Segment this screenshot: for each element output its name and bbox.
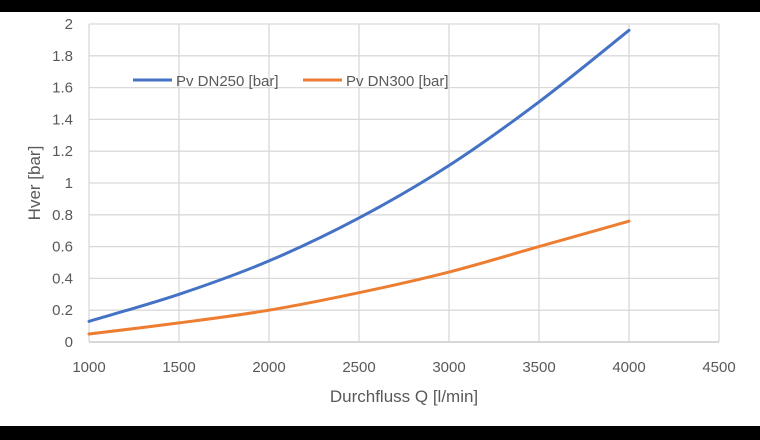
x-tick-label: 3500: [522, 359, 555, 376]
x-tick-label: 2500: [342, 359, 375, 376]
y-axis-ticks: 0 0.2 0.4 0.6 0.8 1 1.2 1.4 1.6 1.8 2: [52, 16, 73, 351]
legend-label-dn300: Pv DN300 [bar]: [346, 73, 449, 90]
y-tick-label: 1.2: [52, 143, 73, 160]
line-chart: 0 0.2 0.4 0.6 0.8 1 1.2 1.4 1.6 1.8 2 1000 1500 2000…: [25, 16, 736, 406]
gridlines: [88, 23, 720, 343]
x-tick-label: 3000: [432, 359, 465, 376]
legend: Pv DN250 [bar] Pv DN300 [bar]: [133, 73, 449, 90]
x-axis-title: Durchfluss Q [l/min]: [330, 387, 478, 406]
y-tick-label: 1: [65, 175, 73, 192]
y-tick-label: 2: [65, 16, 73, 33]
series-lines: [87, 28, 631, 336]
chart-canvas: 0 0.2 0.4 0.6 0.8 1 1.2 1.4 1.6 1.8 2 1000 1500 2000…: [0, 12, 760, 426]
x-tick-label: 2000: [252, 359, 285, 376]
x-tick-label: 1000: [72, 359, 105, 376]
y-tick-label: 0.4: [52, 270, 73, 287]
y-tick-label: 0.8: [52, 207, 73, 224]
x-tick-label: 1500: [162, 359, 195, 376]
y-tick-label: 1.6: [52, 80, 73, 97]
y-tick-label: 0: [65, 334, 73, 351]
series-line-dn250: [87, 28, 631, 323]
x-axis-ticks: 1000 1500 2000 2500 3000 3500 4000 4500: [72, 359, 735, 376]
y-axis-title: Hver [bar]: [25, 146, 44, 221]
x-tick-label: 4500: [702, 359, 735, 376]
y-tick-label: 1.4: [52, 111, 73, 128]
x-tick-label: 4000: [612, 359, 645, 376]
y-tick-label: 0.6: [52, 239, 73, 256]
series-line-dn300: [87, 219, 631, 336]
legend-label-dn250: Pv DN250 [bar]: [176, 73, 279, 90]
y-tick-label: 0.2: [52, 302, 73, 319]
y-tick-label: 1.8: [52, 48, 73, 65]
